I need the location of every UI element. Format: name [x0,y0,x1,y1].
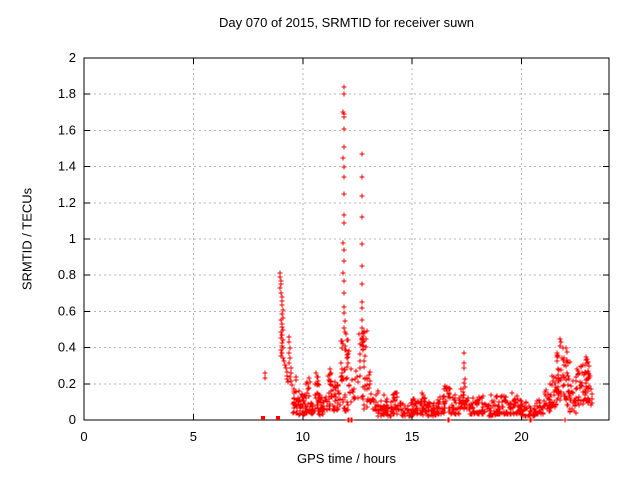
x-tick-label: 0 [80,429,87,444]
y-tick-label: 0.2 [58,376,76,391]
x-tick-label: 15 [405,429,419,444]
y-axis-label: SRMTID / TECUs [19,187,35,291]
data-point-square [276,416,280,421]
grid-lines [84,58,609,420]
y-tick-label: 0 [69,412,76,427]
x-tick-label: 20 [514,429,528,444]
data-point-square [260,416,265,421]
y-tick-label: 2 [69,50,76,65]
y-tick-label: 0.4 [58,340,76,355]
chart-title: Day 070 of 2015, SRMTID for receiver suw… [218,15,475,30]
data-points [262,84,595,423]
y-tick-label: 0.6 [58,303,76,318]
y-tick-label: 1.4 [58,159,76,174]
x-axis-label: GPS time / hours [297,451,396,466]
x-tick-label: 10 [296,429,310,444]
y-tick-label: 1 [69,231,76,246]
x-tick-label: 5 [190,429,197,444]
y-tick-label: 0.8 [58,267,76,282]
y-tick-label: 1.6 [58,122,76,137]
y-tick-label: 1.2 [58,195,76,210]
y-tick-label: 1.8 [58,86,76,101]
axis-ticks [83,57,609,421]
